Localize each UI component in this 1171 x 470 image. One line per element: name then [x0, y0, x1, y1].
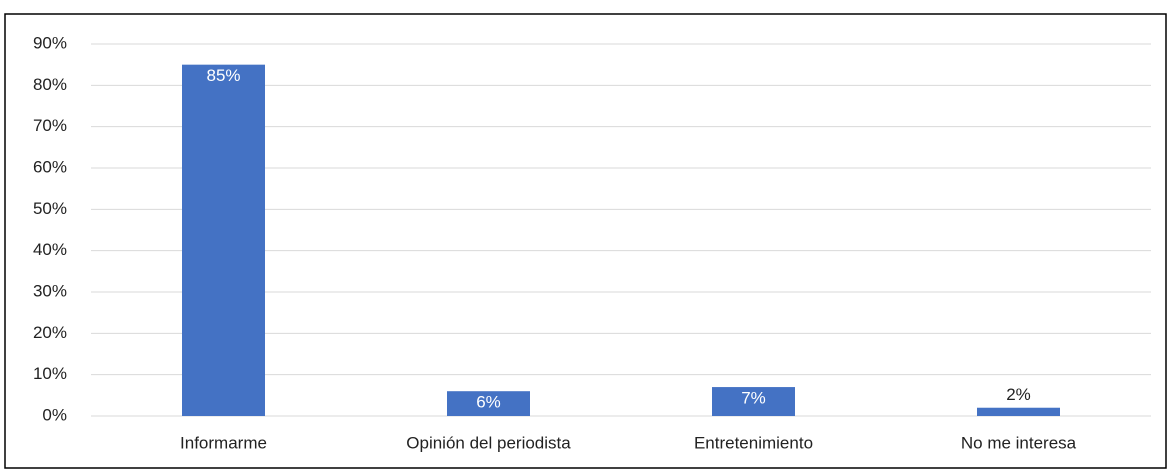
y-tick-label: 90% — [33, 33, 67, 52]
bar — [712, 387, 795, 416]
y-tick-label: 50% — [33, 199, 67, 218]
y-tick-label: 70% — [33, 116, 67, 135]
y-tick-label: 80% — [33, 75, 67, 94]
data-label: 85% — [206, 66, 240, 85]
x-tick-label: Opinión del periodista — [406, 433, 571, 452]
chart-border — [4, 13, 1167, 469]
y-tick-label: 20% — [33, 323, 67, 342]
y-tick-label: 10% — [33, 364, 67, 383]
data-label: 7% — [741, 389, 766, 408]
x-tick-label: Entretenimiento — [694, 433, 813, 452]
data-label: 2% — [1006, 385, 1031, 404]
x-tick-label: Informarme — [180, 433, 267, 452]
bar — [182, 64, 265, 417]
data-label: 6% — [476, 393, 501, 412]
y-tick-label: 30% — [33, 281, 67, 300]
y-tick-label: 0% — [42, 405, 67, 424]
y-tick-label: 60% — [33, 157, 67, 176]
x-tick-label: No me interesa — [961, 433, 1077, 452]
bar — [977, 407, 1060, 416]
y-tick-label: 40% — [33, 240, 67, 259]
bar — [447, 391, 530, 416]
